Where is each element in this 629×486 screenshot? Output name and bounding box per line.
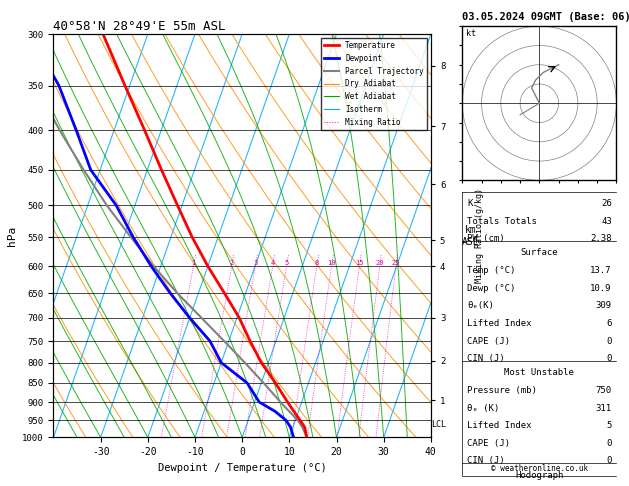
Text: Surface: Surface [521,248,558,258]
Text: CAPE (J): CAPE (J) [467,439,510,448]
Text: LCL: LCL [431,420,447,429]
Text: 0: 0 [606,337,612,346]
Text: Dewp (°C): Dewp (°C) [467,284,515,293]
Text: Hodograph: Hodograph [515,470,564,480]
Text: K: K [467,199,472,208]
Text: θₑ(K): θₑ(K) [467,301,494,311]
Text: 10.9: 10.9 [590,284,612,293]
Text: 6: 6 [606,319,612,328]
Text: Lifted Index: Lifted Index [467,319,532,328]
Text: kt: kt [466,29,476,38]
Text: Mixing Ratio (g/kg): Mixing Ratio (g/kg) [476,188,484,283]
Text: Pressure (mb): Pressure (mb) [467,386,537,395]
Text: 40°58'N 28°49'E 55m ASL: 40°58'N 28°49'E 55m ASL [53,20,226,33]
Text: 311: 311 [596,403,612,413]
Text: 0: 0 [606,439,612,448]
Text: 20: 20 [376,260,384,266]
Text: 10: 10 [327,260,336,266]
Text: 3: 3 [253,260,257,266]
Text: 750: 750 [596,386,612,395]
Text: 5: 5 [606,421,612,430]
Text: 1: 1 [191,260,196,266]
Text: 26: 26 [601,199,612,208]
Text: CIN (J): CIN (J) [467,354,504,363]
Text: © weatheronline.co.uk: © weatheronline.co.uk [491,465,588,473]
Text: 4: 4 [270,260,275,266]
Text: θₑ (K): θₑ (K) [467,403,499,413]
Text: 309: 309 [596,301,612,311]
Text: Totals Totals: Totals Totals [467,217,537,226]
Text: PW (cm): PW (cm) [467,234,504,243]
Text: 2: 2 [230,260,234,266]
Text: 43: 43 [601,217,612,226]
Text: 03.05.2024 09GMT (Base: 06): 03.05.2024 09GMT (Base: 06) [462,12,629,22]
Text: 25: 25 [392,260,400,266]
Text: 15: 15 [355,260,364,266]
Text: CAPE (J): CAPE (J) [467,337,510,346]
X-axis label: Dewpoint / Temperature (°C): Dewpoint / Temperature (°C) [158,463,326,473]
Text: 5: 5 [284,260,289,266]
Text: 2.38: 2.38 [590,234,612,243]
Legend: Temperature, Dewpoint, Parcel Trajectory, Dry Adiabat, Wet Adiabat, Isotherm, Mi: Temperature, Dewpoint, Parcel Trajectory… [321,38,427,130]
Y-axis label: hPa: hPa [7,226,17,246]
Text: CIN (J): CIN (J) [467,456,504,466]
Text: Lifted Index: Lifted Index [467,421,532,430]
Text: 0: 0 [606,354,612,363]
Text: 8: 8 [314,260,319,266]
Text: 13.7: 13.7 [590,266,612,275]
Y-axis label: km
ASL: km ASL [462,225,479,246]
Text: Temp (°C): Temp (°C) [467,266,515,275]
Text: Most Unstable: Most Unstable [504,368,574,377]
Text: 0: 0 [606,456,612,466]
